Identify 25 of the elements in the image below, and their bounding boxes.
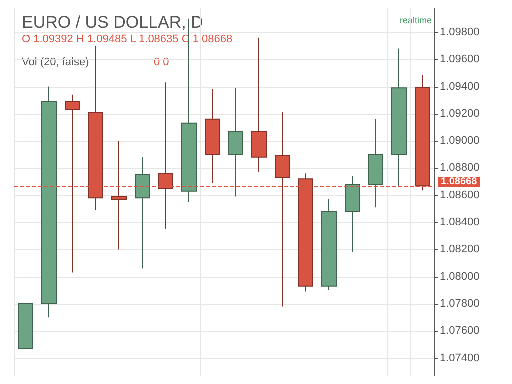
candlestick [135,156,150,270]
y-tick-label: 1.08800 [440,162,480,174]
candlestick [251,37,267,173]
candlestick [205,88,220,184]
candlestick [321,198,337,291]
candlestick [345,176,360,253]
y-tick-label: 1.09600 [440,54,480,66]
candlestick [368,118,383,208]
y-tick-label: 1.07800 [440,298,480,310]
y-tick-label: 1.07600 [440,325,480,338]
y-tick-label: 1.09400 [440,80,480,93]
ref-line-label: 1.08668 [441,176,478,188]
candlestick [41,86,57,318]
y-tick-label: 1.08200 [440,244,480,256]
y-tick-label: 1.08600 [440,189,480,202]
y-tick-label: 1.09800 [440,26,480,38]
y-tick-label: 1.09000 [440,135,480,148]
candlestick [18,304,33,350]
y-tick-label: 1.07400 [440,352,480,364]
candlestick [391,48,407,188]
y-tick-label: 1.08400 [440,216,480,229]
candlestick [228,88,243,198]
y-tick-label: 1.08000 [440,270,480,283]
annotation: realtime [400,16,432,26]
y-tick-label: 1.09200 [440,108,480,120]
